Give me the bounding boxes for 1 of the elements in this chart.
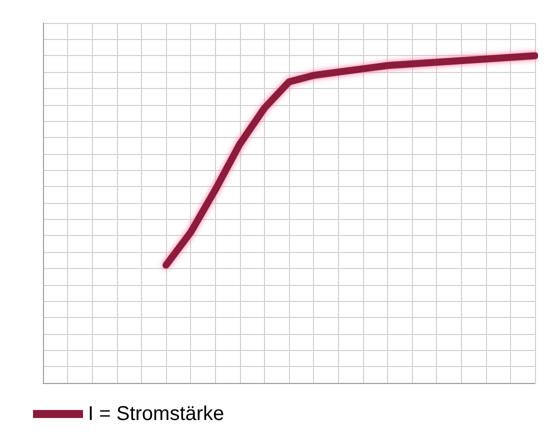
legend-label: I = Stromstärke xyxy=(88,403,224,425)
